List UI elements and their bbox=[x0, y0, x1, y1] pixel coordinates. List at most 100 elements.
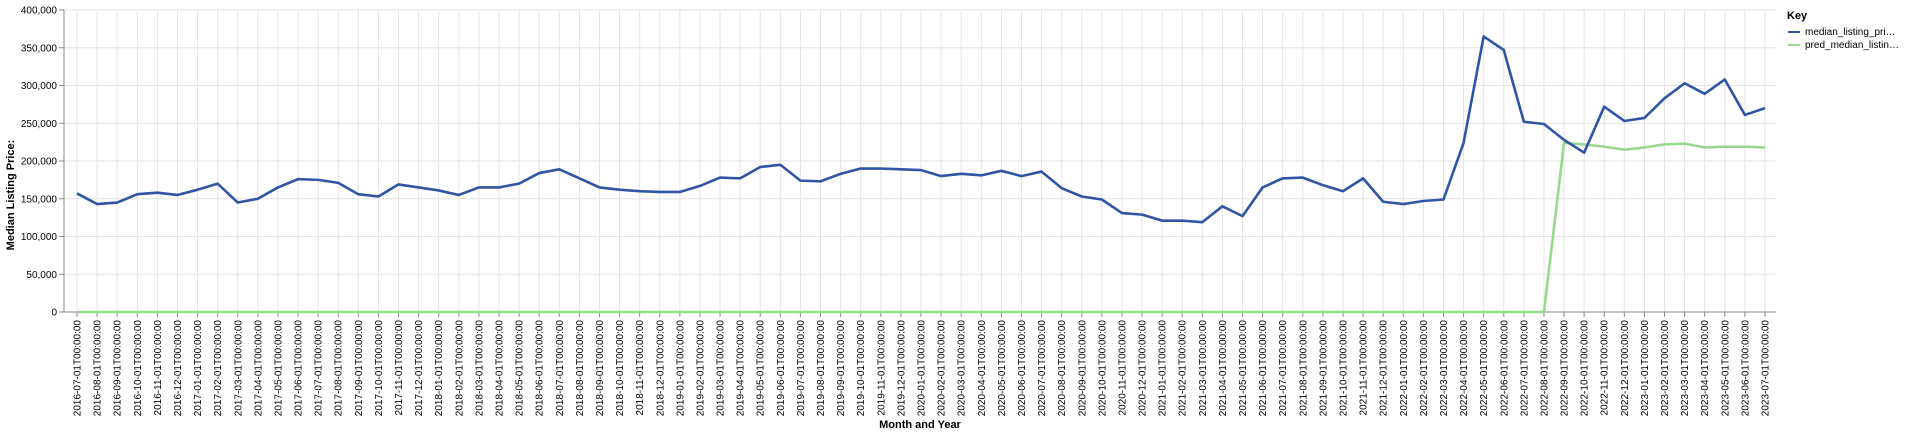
x-tick-label: 2017-11-01T00:00:00 bbox=[394, 320, 405, 416]
x-tick-label: 2016-09-01T00:00:00 bbox=[113, 320, 124, 417]
x-tick-label: 2021-09-01T00:00:00 bbox=[1318, 320, 1329, 417]
x-tick-label: 2016-10-01T00:00:00 bbox=[133, 320, 144, 417]
y-tick-label: 300,000 bbox=[21, 81, 58, 92]
series-line-median-listing-price bbox=[76, 35, 1766, 224]
x-tick-label: 2020-11-01T00:00:00 bbox=[1117, 320, 1128, 416]
x-tick-label: 2019-02-01T00:00:00 bbox=[695, 320, 706, 417]
x-tick-label: 2017-07-01T00:00:00 bbox=[314, 320, 325, 417]
x-tick-label: 2022-12-01T00:00:00 bbox=[1620, 320, 1631, 417]
x-tick-label: 2019-11-01T00:00:00 bbox=[876, 320, 887, 416]
y-tick-label: 100,000 bbox=[21, 232, 58, 243]
x-tick-label: 2018-07-01T00:00:00 bbox=[555, 320, 566, 417]
x-tick-label: 2019-03-01T00:00:00 bbox=[716, 320, 727, 417]
x-tick-label: 2022-01-01T00:00:00 bbox=[1399, 320, 1410, 417]
x-tick-label: 2023-07-01T00:00:00 bbox=[1761, 320, 1772, 417]
x-tick-label: 2022-04-01T00:00:00 bbox=[1459, 320, 1470, 417]
x-tick-label: 2018-06-01T00:00:00 bbox=[535, 320, 546, 417]
x-tick-label: 2020-01-01T00:00:00 bbox=[917, 320, 928, 417]
x-tick-label: 2017-06-01T00:00:00 bbox=[294, 320, 305, 417]
x-tick-label: 2021-01-01T00:00:00 bbox=[1158, 320, 1169, 417]
series-layer bbox=[76, 35, 1766, 314]
x-tick-label: 2022-03-01T00:00:00 bbox=[1439, 320, 1450, 417]
x-tick-label: 2017-04-01T00:00:00 bbox=[253, 320, 264, 417]
x-tick-label: 2016-11-01T00:00:00 bbox=[153, 320, 164, 416]
x-tick-label: 2022-06-01T00:00:00 bbox=[1499, 320, 1510, 417]
x-tick-label: 2023-01-01T00:00:00 bbox=[1640, 320, 1651, 417]
x-tick-label: 2017-03-01T00:00:00 bbox=[233, 320, 244, 417]
x-tick-label: 2022-05-01T00:00:00 bbox=[1479, 320, 1490, 417]
x-tick-label: 2023-03-01T00:00:00 bbox=[1680, 320, 1691, 417]
grid-lines bbox=[64, 9, 1776, 313]
x-tick-label: 2018-01-01T00:00:00 bbox=[434, 320, 445, 417]
legend-label-pred-median-listing: pred_median_listin… bbox=[1805, 40, 1899, 51]
x-tick-label: 2018-02-01T00:00:00 bbox=[454, 320, 465, 417]
y-tick-label: 0 bbox=[51, 308, 57, 319]
x-tick-label: 2022-10-01T00:00:00 bbox=[1580, 320, 1591, 417]
x-tick-label: 2023-06-01T00:00:00 bbox=[1740, 320, 1751, 417]
y-tick-label: 350,000 bbox=[21, 43, 58, 54]
x-tick-label: 2018-05-01T00:00:00 bbox=[515, 320, 526, 417]
x-tick-label: 2021-05-01T00:00:00 bbox=[1238, 320, 1249, 417]
x-tick-label: 2018-08-01T00:00:00 bbox=[575, 320, 586, 417]
x-tick-label: 2020-04-01T00:00:00 bbox=[977, 320, 988, 417]
x-tick-label: 2020-10-01T00:00:00 bbox=[1097, 320, 1108, 417]
x-tick-label: 2022-09-01T00:00:00 bbox=[1560, 320, 1571, 417]
y-tick-label: 150,000 bbox=[21, 194, 58, 205]
x-tick-label: 2020-07-01T00:00:00 bbox=[1037, 320, 1048, 417]
x-tick-label: 2020-08-01T00:00:00 bbox=[1057, 320, 1068, 417]
x-tick-label: 2019-08-01T00:00:00 bbox=[816, 320, 827, 417]
x-tick-label: 2017-08-01T00:00:00 bbox=[334, 320, 345, 417]
y-tick-label: 50,000 bbox=[26, 270, 57, 281]
legend-label-median-listing: median_listing_pri… bbox=[1805, 27, 1896, 38]
x-tick-label: 2019-04-01T00:00:00 bbox=[736, 320, 747, 417]
x-tick-label: 2022-02-01T00:00:00 bbox=[1419, 320, 1430, 417]
x-tick-label: 2017-02-01T00:00:00 bbox=[213, 320, 224, 417]
x-tick-label: 2017-09-01T00:00:00 bbox=[354, 320, 365, 417]
x-tick-label: 2021-02-01T00:00:00 bbox=[1178, 320, 1189, 417]
x-tick-label: 2017-10-01T00:00:00 bbox=[374, 320, 385, 417]
x-axis: 2016-07-01T00:00:00 2016-08-01T00:00:00 20… bbox=[64, 311, 1776, 417]
x-tick-label: 2019-06-01T00:00:00 bbox=[776, 320, 787, 417]
x-tick-label: 2021-08-01T00:00:00 bbox=[1298, 320, 1309, 417]
x-tick-label: 2019-09-01T00:00:00 bbox=[836, 320, 847, 417]
legend-title: Key bbox=[1787, 10, 1808, 22]
x-tick-label: 2018-03-01T00:00:00 bbox=[474, 320, 485, 417]
x-tick-label: 2021-11-01T00:00:00 bbox=[1359, 320, 1370, 416]
x-tick-label: 2021-06-01T00:00:00 bbox=[1258, 320, 1269, 417]
x-tick-label: 2022-07-01T00:00:00 bbox=[1519, 320, 1530, 417]
x-tick-label: 2019-05-01T00:00:00 bbox=[756, 320, 767, 417]
x-tick-label: 2017-05-01T00:00:00 bbox=[273, 320, 284, 417]
x-tick-label: 2018-04-01T00:00:00 bbox=[495, 320, 506, 417]
x-tick-label: 2023-04-01T00:00:00 bbox=[1700, 320, 1711, 417]
x-tick-label: 2022-11-01T00:00:00 bbox=[1600, 320, 1611, 416]
y-axis: 0 50,000 100,000 150,000 200,000 250,000 300,0… bbox=[21, 6, 65, 319]
x-tick-label: 2021-10-01T00:00:00 bbox=[1339, 320, 1350, 417]
x-tick-label: 2019-01-01T00:00:00 bbox=[675, 320, 686, 417]
x-tick-label: 2018-12-01T00:00:00 bbox=[655, 320, 666, 417]
x-tick-label: 2020-02-01T00:00:00 bbox=[937, 320, 948, 417]
x-tick-label: 2018-11-01T00:00:00 bbox=[635, 320, 646, 416]
legend: Key median_listing_pri… pred_median_list… bbox=[1787, 10, 1899, 51]
x-tick-label: 2023-02-01T00:00:00 bbox=[1660, 320, 1671, 417]
x-tick-label: 2020-09-01T00:00:00 bbox=[1077, 320, 1088, 417]
x-tick-label: 2017-12-01T00:00:00 bbox=[414, 320, 425, 417]
x-tick-label: 2019-12-01T00:00:00 bbox=[896, 320, 907, 417]
x-tick-label: 2016-07-01T00:00:00 bbox=[73, 320, 84, 417]
x-tick-label: 2021-04-01T00:00:00 bbox=[1218, 320, 1229, 417]
x-tick-label: 2021-03-01T00:00:00 bbox=[1198, 320, 1209, 417]
x-tick-label: 2023-05-01T00:00:00 bbox=[1720, 320, 1731, 417]
x-tick-label: 2020-05-01T00:00:00 bbox=[997, 320, 1008, 417]
x-tick-label: 2020-03-01T00:00:00 bbox=[957, 320, 968, 417]
x-tick-label: 2017-01-01T00:00:00 bbox=[193, 320, 204, 417]
x-tick-label: 2021-07-01T00:00:00 bbox=[1278, 320, 1289, 417]
x-tick-label: 2016-08-01T00:00:00 bbox=[93, 320, 104, 417]
x-tick-label: 2019-07-01T00:00:00 bbox=[796, 320, 807, 417]
x-tick-label: 2022-08-01T00:00:00 bbox=[1539, 320, 1550, 417]
y-tick-label: 400,000 bbox=[21, 6, 58, 17]
x-tick-label: 2019-10-01T00:00:00 bbox=[856, 320, 867, 417]
y-axis-title: Median Listing Price: bbox=[5, 140, 17, 251]
x-tick-label: 2018-09-01T00:00:00 bbox=[595, 320, 606, 417]
y-tick-label: 200,000 bbox=[21, 157, 58, 168]
series-line-pred-median-listing-price bbox=[77, 141, 1766, 314]
